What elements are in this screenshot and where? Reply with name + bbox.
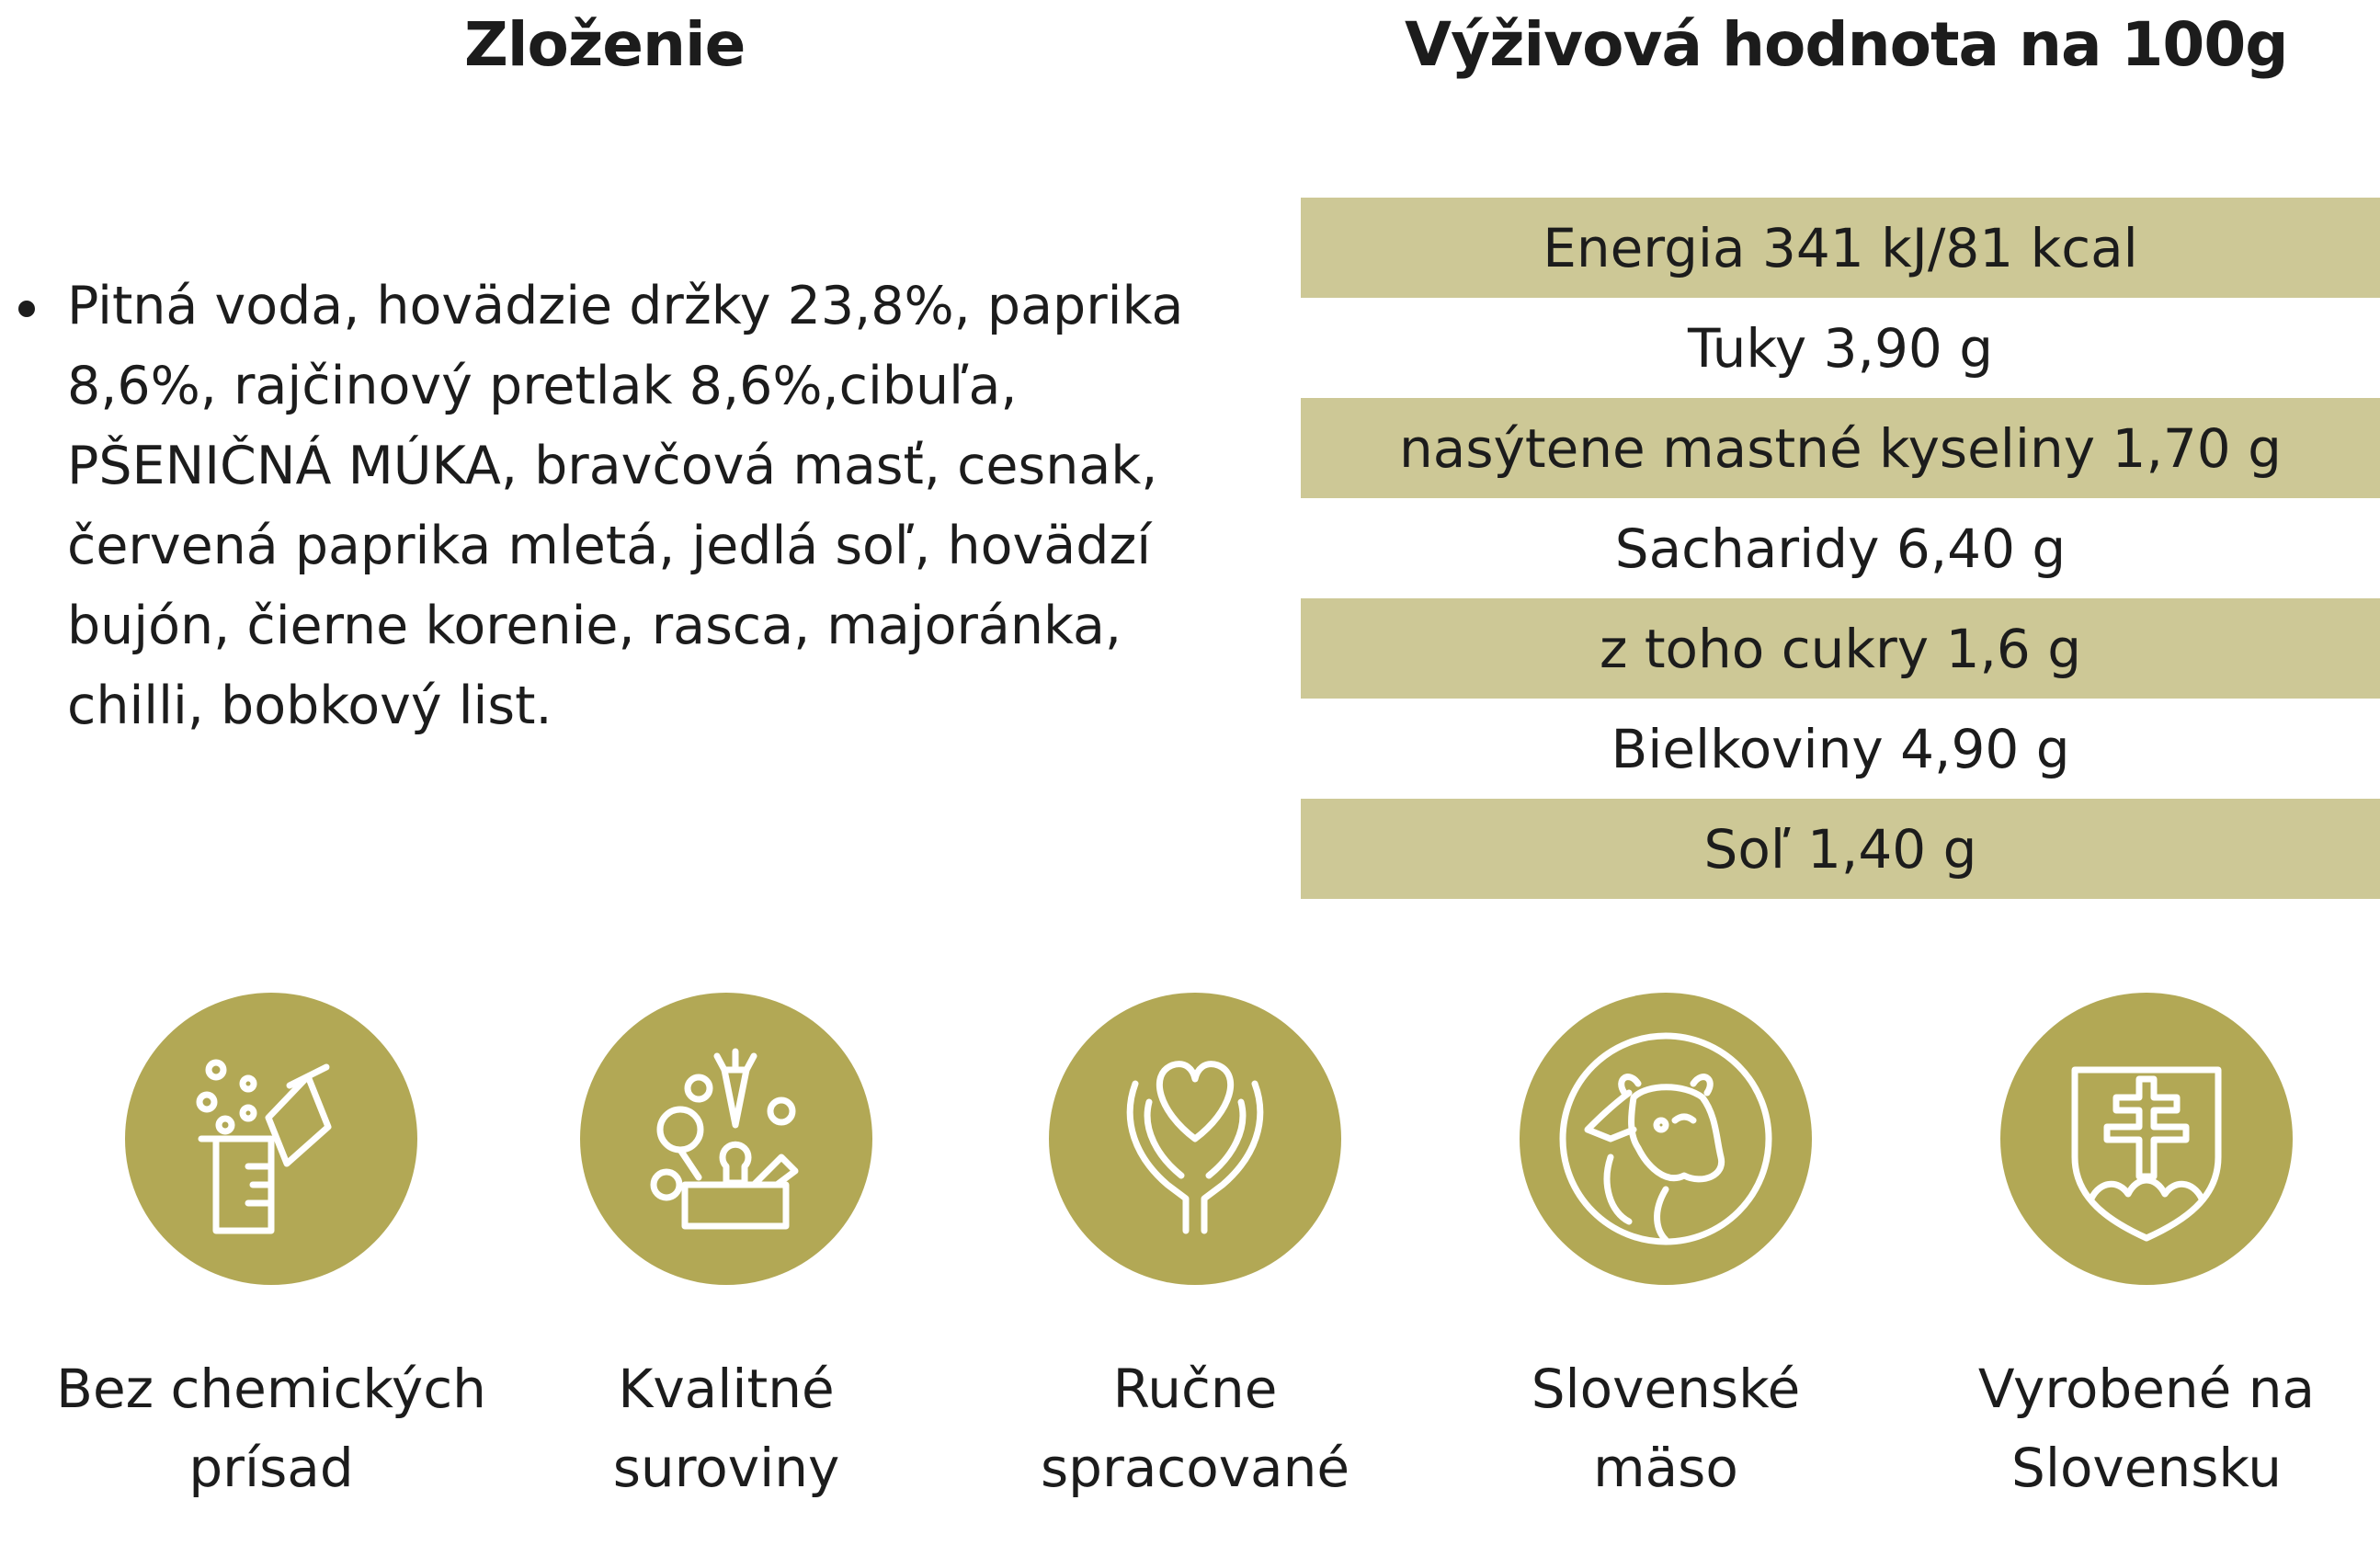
heart-hands-icon [1126, 1061, 1264, 1234]
cow-icon [1559, 1032, 1772, 1245]
badge-no-chemicals: Bez chemických prísad [32, 993, 510, 1507]
vegetables-box-icon [650, 1048, 799, 1230]
badge-label-line1: Kvalitné [618, 1358, 835, 1420]
badge-circle [1520, 993, 1812, 1285]
badge-label: Bez chemických prísad [32, 1349, 510, 1507]
ingredients-text-part2: , bravčová masť, cesnak, červená paprika… [67, 436, 1158, 736]
badge-handmade: Ručne spracované [956, 993, 1434, 1507]
nutrition-row-fat: Tuky 3,90 g [1687, 316, 1994, 380]
slovak-coat-of-arms-icon [2071, 1066, 2222, 1242]
flask-beaker-icon [196, 1059, 332, 1234]
badge-label-line2: spracované [1040, 1437, 1350, 1499]
ingredients-text-part1: Pitná voda, hovädzie držky 23,8%, paprik… [67, 276, 1184, 416]
nutrition-row-energy: Energia 341 kJ/81 kcal [1301, 198, 2380, 298]
badge-label: Ručne spracované [956, 1349, 1434, 1507]
nutrition-table: Energia 341 kJ/81 kcal Tuky 3,90 g nasýt… [1301, 198, 2380, 899]
badge-label-line2: mäso [1593, 1437, 1738, 1499]
badge-label-line1: Ručne [1112, 1358, 1278, 1420]
nutrition-heading: Výživová hodnota na 100g [1405, 9, 2289, 80]
badge-circle [580, 993, 872, 1285]
badge-slovak-meat: Slovenské mäso [1427, 993, 1905, 1507]
badge-label: Slovenské mäso [1427, 1349, 1905, 1507]
badge-label: Kvalitné suroviny [487, 1349, 965, 1507]
badge-circle [1049, 993, 1341, 1285]
ingredients-list: Pitná voda, hovädzie držky 23,8%, paprik… [17, 267, 1239, 746]
nutrition-row-saturated: nasýtene mastné kyseliny 1,70 g [1301, 398, 2380, 498]
badge-label: Vyrobené na Slovensku [1907, 1349, 2380, 1507]
badge-label-line1: Bez chemických [56, 1358, 486, 1420]
ingredients-item: Pitná voda, hovädzie držky 23,8%, paprik… [17, 267, 1239, 746]
badge-made-in-slovakia: Vyrobené na Slovensku [1907, 993, 2380, 1507]
badge-label-line2: Slovensku [2011, 1437, 2282, 1499]
feature-badges: Bez chemických prísad Kvalitné suroviny [0, 993, 2380, 1544]
badge-label-line2: suroviny [612, 1437, 840, 1499]
badge-circle [2000, 993, 2293, 1285]
badge-quality-ingredients: Kvalitné suroviny [487, 993, 965, 1507]
nutrition-row-salt: Soľ 1,40 g [1301, 799, 2380, 899]
badge-label-line2: prísad [188, 1437, 354, 1499]
badge-label-line1: Slovenské [1531, 1358, 1801, 1420]
badge-label-line1: Vyrobené na [1977, 1358, 2316, 1420]
nutrition-row-sugars: z toho cukry 1,6 g [1301, 598, 2380, 699]
ingredients-heading: Zloženie [464, 9, 746, 80]
allergen-text: PŠENIČNÁ MÚKA [67, 436, 501, 496]
badge-circle [125, 993, 417, 1285]
nutrition-row-protein: Bielkoviny 4,90 g [1611, 717, 2070, 780]
nutrition-row-carbs: Sacharidy 6,40 g [1614, 517, 2067, 580]
